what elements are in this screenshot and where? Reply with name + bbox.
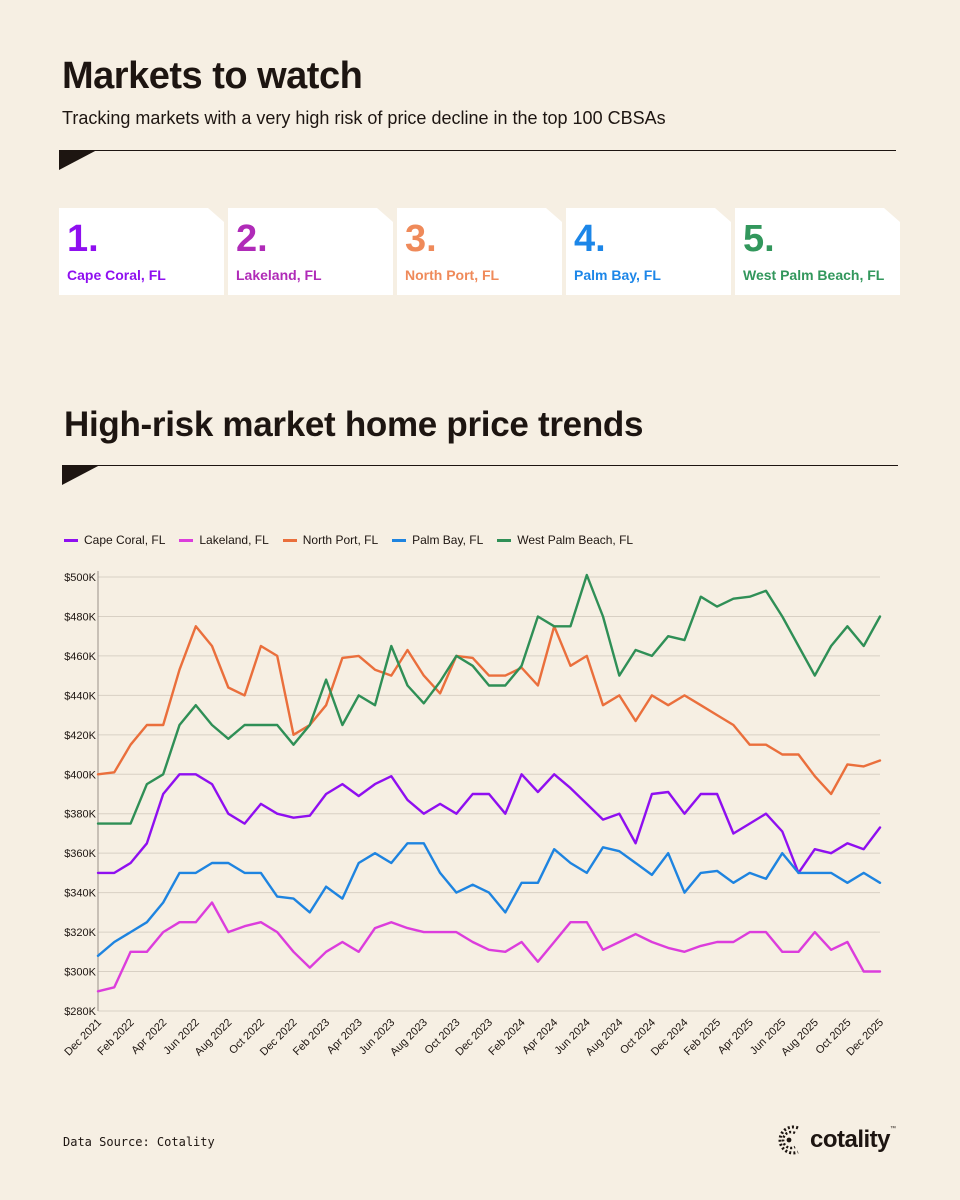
section-divider-flag — [62, 465, 100, 485]
market-card-5: 5. West Palm Beach, FL — [735, 208, 900, 295]
y-tick-label: $480K — [64, 611, 96, 623]
y-tick-label: $280K — [64, 1006, 96, 1018]
header-divider-flag — [59, 150, 97, 170]
market-card-3: 3. North Port, FL — [397, 208, 562, 295]
market-rank: 2. — [236, 218, 268, 260]
y-tick-label: $380K — [64, 809, 96, 821]
market-city: Palm Bay, FL — [574, 267, 661, 283]
header-divider — [60, 150, 896, 151]
legend-label: Cape Coral, FL — [84, 533, 166, 547]
market-rank: 4. — [574, 218, 606, 260]
market-rank: 5. — [743, 218, 775, 260]
legend-swatch — [282, 538, 297, 542]
market-card-2: 2. Lakeland, FL — [228, 208, 393, 295]
market-city: North Port, FL — [405, 267, 500, 283]
series-line-north-port-fl — [96, 625, 882, 796]
legend-item-north-port: North Port, FL — [282, 533, 379, 547]
legend-swatch — [392, 538, 407, 542]
legend-item-west-palm-beach: West Palm Beach, FL — [497, 533, 633, 547]
series-line-lakeland-fl — [96, 901, 882, 993]
market-card-4: 4. Palm Bay, FL — [566, 208, 731, 295]
series-line-palm-bay-fl — [96, 842, 882, 957]
market-rank: 3. — [405, 218, 437, 260]
legend-label: West Palm Beach, FL — [517, 533, 634, 547]
price-trend-chart: $280K $300K $320K $340K $360K $380K $400K $420K… — [62, 571, 886, 1058]
market-city: Lakeland, FL — [236, 267, 322, 283]
market-city: West Palm Beach, FL — [743, 267, 885, 283]
series-line-cape-coral-fl — [96, 773, 882, 875]
market-city: Cape Coral, FL — [67, 267, 166, 283]
series-line-west-palm-beach-fl — [96, 573, 882, 825]
y-tick-label: $400K — [64, 769, 96, 781]
chart-legend: Cape Coral, FL Lakeland, FL North Port, … — [64, 531, 647, 549]
legend-label: Lakeland, FL — [199, 533, 269, 547]
y-tick-label: $300K — [64, 967, 96, 979]
brand-logo: cotality ™ — [776, 1122, 896, 1158]
legend-label: North Port, FL — [302, 533, 379, 547]
cotality-logo-icon — [778, 1125, 799, 1155]
legend-swatch — [64, 538, 78, 542]
y-tick-label: $420K — [64, 730, 96, 742]
market-rank: 1. — [67, 218, 99, 260]
brand-name: cotality — [810, 1126, 891, 1153]
legend-item-palm-bay: Palm Bay, FL — [392, 533, 483, 547]
y-tick-label: $440K — [64, 690, 96, 702]
legend-swatch — [497, 538, 512, 542]
y-tick-label: $500K — [64, 572, 96, 584]
page-subtitle: Tracking markets with a very high risk o… — [62, 108, 666, 128]
legend-item-cape-coral: Cape Coral, FL — [64, 533, 165, 547]
legend-label: Palm Bay, FL — [412, 533, 484, 547]
data-source: Data Source: Cotality — [63, 1135, 215, 1149]
market-card-1: 1. Cape Coral, FL — [59, 208, 224, 295]
market-cards: 1. Cape Coral, FL 2. Lakeland, FL 3. Nor… — [59, 208, 901, 295]
section-divider — [63, 465, 898, 466]
legend-item-lakeland: Lakeland, FL — [179, 533, 269, 547]
y-tick-label: $320K — [64, 927, 96, 939]
page-title: Markets to watch — [62, 55, 363, 97]
legend-swatch — [179, 538, 194, 542]
section-title: High-risk market home price trends — [64, 405, 644, 444]
brand-trademark: ™ — [890, 1126, 897, 1132]
y-tick-label: $360K — [64, 848, 96, 860]
y-tick-label: $340K — [64, 888, 96, 900]
y-tick-label: $460K — [64, 651, 96, 663]
